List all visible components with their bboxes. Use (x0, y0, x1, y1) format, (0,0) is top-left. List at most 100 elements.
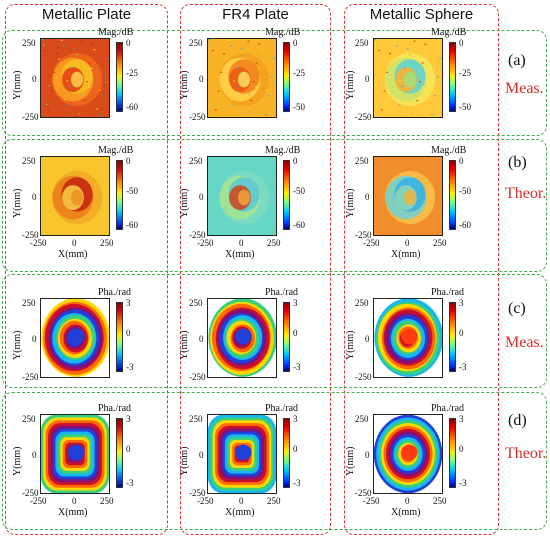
row-box-a (2, 30, 547, 136)
colorbar-tick-label: 3 (293, 298, 298, 308)
map-speckle (393, 39, 396, 41)
map-speckle (399, 80, 402, 82)
colorbar-tick-label: -50 (459, 102, 471, 112)
field-map-r3c0 (40, 414, 110, 494)
map-speckle (105, 81, 108, 84)
colorbar-tick-label: -50 (126, 186, 138, 196)
y-axis-label: Y(mm) (345, 188, 356, 218)
colorbar (116, 418, 123, 488)
x-axis-label: X(mm) (391, 507, 421, 518)
x-axis-label: X(mm) (225, 507, 255, 518)
colorbar-unit-label: Mag./dB (98, 27, 134, 38)
map-speckle (66, 80, 69, 82)
row-id-b: (b) (508, 154, 527, 171)
map-speckle (222, 53, 225, 55)
y-axis-label: Y(mm) (179, 70, 190, 100)
map-speckle (423, 67, 426, 70)
map-speckle (50, 90, 53, 92)
colorbar-unit-label: Pha./rad (98, 287, 132, 298)
colorbar-tick-label: -60 (293, 220, 305, 230)
colorbar-tick-label: 0 (459, 444, 464, 454)
map-speckle (267, 95, 270, 97)
row-kind-a: Meas. (505, 80, 544, 97)
field-map-svg (374, 299, 442, 377)
row-kind-d: Theor. (505, 445, 547, 462)
colorbar-tick-label: -60 (126, 102, 138, 112)
colorbar (449, 302, 456, 372)
map-speckle (408, 53, 411, 55)
y-tick-label: 0 (365, 192, 370, 202)
colorbar-tick-label: 0 (126, 328, 131, 338)
map-speckle (245, 113, 248, 115)
map-speckle (436, 76, 439, 78)
y-tick-label: 0 (32, 74, 37, 84)
colorbar-unit-label: Pha./rad (431, 287, 465, 298)
map-speckle (255, 62, 258, 64)
field-map-svg (374, 157, 442, 235)
y-tick-label: -250 (355, 112, 372, 122)
map-blob (237, 71, 251, 88)
colorbar-tick-label: -60 (459, 220, 471, 230)
map-speckle (441, 63, 442, 65)
colorbar-unit-label: Mag./dB (265, 27, 301, 38)
y-axis-label: Y(mm) (345, 446, 356, 476)
y-tick-label: 250 (189, 414, 203, 424)
colorbar-tick-label: -50 (293, 186, 305, 196)
y-tick-label: 250 (355, 414, 369, 424)
map-speckle (420, 86, 423, 88)
field-map-svg (41, 39, 109, 117)
map-speckle (378, 103, 381, 105)
y-tick-label: -250 (355, 372, 372, 382)
map-speckle (83, 99, 86, 102)
map-speckle (403, 91, 406, 93)
map-speckle (250, 99, 253, 102)
map-speckle (212, 103, 215, 105)
y-axis-label: Y(mm) (12, 188, 23, 218)
colorbar-tick-label: 0 (459, 156, 464, 166)
x-axis-label: X(mm) (225, 249, 255, 260)
map-speckle (81, 94, 84, 96)
map-speckle (272, 81, 275, 84)
colorbar-tick-label: -50 (459, 186, 471, 196)
map-speckle (391, 58, 394, 60)
map-speckle (398, 104, 401, 106)
y-tick-label: 250 (22, 156, 36, 166)
map-speckle (48, 85, 51, 87)
field-map-r3c1 (207, 414, 277, 494)
map-speckle (421, 62, 424, 64)
map-speckle (426, 49, 429, 51)
colorbar-unit-label: Pha./rad (98, 403, 132, 414)
x-tick-label: 250 (100, 238, 114, 248)
field-map-svg (41, 157, 109, 235)
map-speckle (383, 90, 386, 92)
x-tick-label: 250 (267, 238, 281, 248)
colorbar-unit-label: Pha./rad (431, 403, 465, 414)
map-speckle (43, 44, 46, 46)
map-speckle (230, 99, 233, 101)
row-id-c: (c) (508, 300, 526, 317)
y-tick-label: 0 (365, 450, 370, 460)
map-speckle (242, 53, 245, 55)
map-speckle (58, 58, 61, 60)
colorbar-tick-label: 3 (459, 298, 464, 308)
colorbar-unit-label: Pha./rad (265, 287, 299, 298)
y-axis-label: Y(mm) (179, 446, 190, 476)
colorbar-tick-label: 0 (459, 38, 464, 48)
map-speckle (233, 80, 236, 82)
map-speckle (93, 49, 96, 51)
x-tick-label: -250 (363, 496, 380, 506)
map-speckle (103, 76, 106, 78)
phase-core (401, 328, 418, 345)
row-box-b (2, 139, 547, 272)
map-speckle (240, 48, 243, 50)
map-speckle (275, 63, 276, 65)
colorbar-tick-label: 0 (293, 328, 298, 338)
x-tick-label: 0 (405, 238, 410, 248)
field-map-svg (208, 299, 276, 377)
y-tick-label: 250 (22, 38, 36, 48)
map-speckle (424, 43, 427, 45)
map-speckle (396, 99, 399, 101)
map-speckle (403, 67, 406, 69)
y-tick-label: -250 (22, 230, 39, 240)
